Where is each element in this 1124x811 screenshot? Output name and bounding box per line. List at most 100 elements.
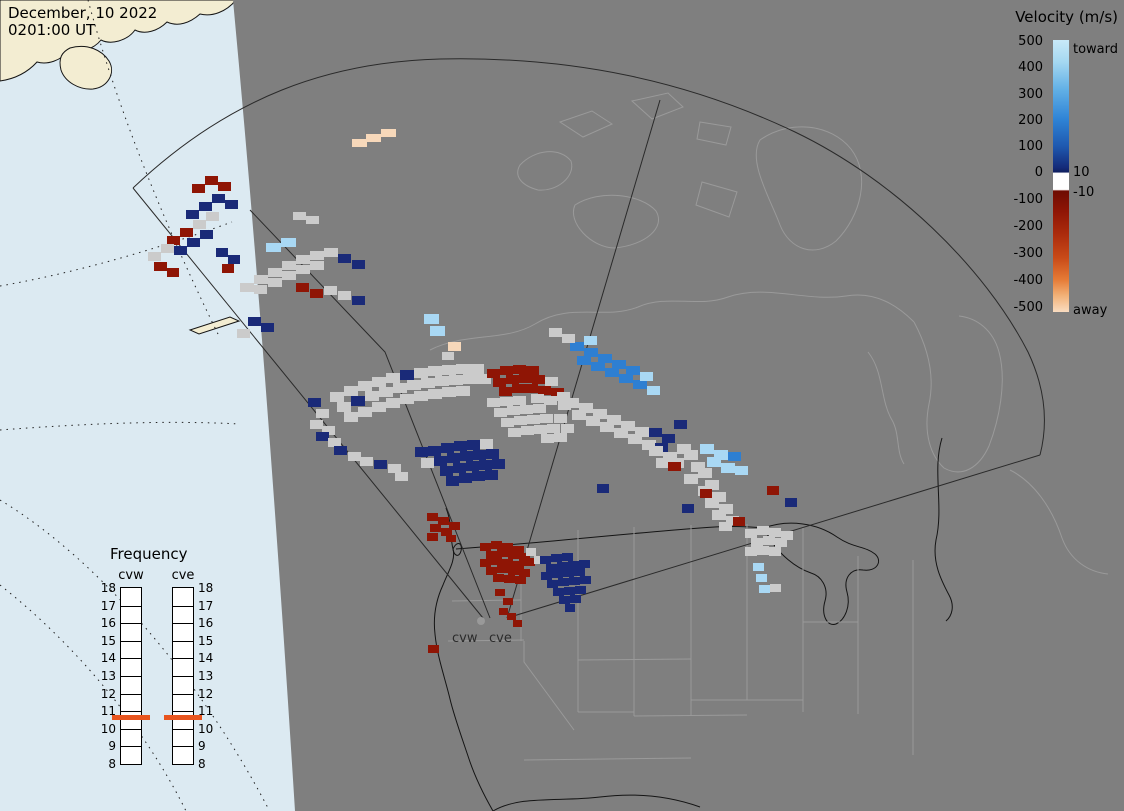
velocity-tick-label: -500	[1013, 300, 1043, 315]
frequency-tick-label: 14	[100, 651, 116, 665]
night-region	[233, 0, 1124, 811]
hudson-bay-east	[943, 315, 1003, 473]
quebec-coast	[1009, 469, 1109, 575]
frequency-column-cve: cve 18 17 16 15 14 13 12 11 10 9 8	[164, 568, 213, 771]
frequency-tick-label: 18	[100, 581, 116, 595]
frequency-tick-label: 16	[100, 616, 116, 630]
banks-island	[517, 151, 573, 191]
frequency-tick-label: 9	[108, 739, 116, 753]
victoria-island	[572, 194, 659, 249]
arctic-island-2	[630, 92, 684, 120]
hudson-bay-west	[913, 321, 945, 469]
magnetic-graticule	[0, 0, 269, 811]
velocity-tick-label: -400	[1013, 273, 1043, 288]
frequency-tick-line	[121, 606, 141, 607]
frequency-tick-label: 9	[198, 739, 206, 753]
interior-rivers	[867, 351, 905, 465]
frequency-tick-line	[121, 729, 141, 730]
frequency-numbers: 18 17 16 15 14 13 12 11 10 9 8	[90, 581, 116, 771]
velocity-legend-title: Velocity (m/s)	[1015, 8, 1118, 26]
frequency-column-label: cve	[171, 568, 195, 583]
velocity-tick-label: -200	[1013, 219, 1043, 234]
velocity-tick-label: 400	[1018, 60, 1043, 75]
frequency-tick-line	[173, 658, 193, 659]
frequency-tick-label: 10	[100, 722, 116, 736]
lower-threshold-label: -10	[1073, 185, 1095, 200]
frequency-tick-label: 15	[100, 634, 116, 648]
frequency-tick-line	[173, 746, 193, 747]
velocity-tick-label: 500	[1018, 34, 1043, 49]
frequency-numbers: 18 17 16 15 14 13 12 11 10 9 8	[198, 581, 224, 771]
frequency-bar-cvw	[112, 587, 150, 765]
frequency-tick-line	[121, 623, 141, 624]
velocity-tick-label: -300	[1013, 246, 1043, 261]
frequency-tick-label: 14	[198, 651, 214, 665]
upper-threshold-label: 10	[1073, 165, 1090, 180]
frequency-tick-line	[173, 606, 193, 607]
frequency-tick-label: 17	[100, 599, 116, 613]
frequency-tick-label: 12	[100, 687, 116, 701]
frequency-tick-line	[121, 746, 141, 747]
map-outlines-light	[429, 92, 1109, 575]
frequency-tick-line	[121, 694, 141, 695]
frequency-tick-label: 13	[100, 669, 116, 683]
velocity-tick-label: 200	[1018, 113, 1043, 128]
velocity-tick-label: 300	[1018, 87, 1043, 102]
timestamp-block: December, 10 2022 0201:00 UT	[8, 5, 157, 39]
frequency-tick-label: 18	[198, 581, 214, 595]
frequency-tick-line	[121, 711, 141, 712]
away-label: away	[1073, 303, 1108, 318]
frequency-tick-line	[121, 641, 141, 642]
frequency-legend: Frequency cvw 18 17 16 15 14 13 12 11 10 9 8 cve 1…	[90, 545, 230, 785]
land-island	[188, 316, 241, 335]
frequency-tick-label: 15	[198, 634, 214, 648]
frequency-tick-label: 13	[198, 669, 214, 683]
land-alaska	[0, 0, 237, 82]
radar-label-cve: cve	[489, 631, 512, 646]
frequency-bar-cve	[164, 587, 202, 765]
frequency-marker	[164, 715, 202, 720]
frequency-tick-label: 10	[198, 722, 214, 736]
frequency-column-label: cvw	[118, 568, 144, 583]
daylight-landmass	[0, 0, 241, 335]
fov-outer-arc	[132, 58, 1045, 456]
frequency-tick-line	[121, 676, 141, 677]
frequency-tick-line	[173, 623, 193, 624]
velocity-tick-label: 100	[1018, 139, 1043, 154]
frequency-marker	[112, 715, 150, 720]
frequency-tick-line	[173, 641, 193, 642]
velocity-colorbar	[1053, 40, 1069, 312]
frequency-tick-label: 8	[198, 757, 206, 771]
frequency-tick-label: 11	[198, 704, 214, 718]
frequency-tick-line	[173, 729, 193, 730]
puget-sound	[452, 543, 462, 556]
frequency-tick-line	[173, 676, 193, 677]
arctic-island-3	[696, 121, 732, 146]
arctic-mainland-coast	[429, 291, 915, 351]
great-lakes	[763, 522, 879, 625]
frequency-tick-label: 11	[100, 704, 116, 718]
frequency-tick-label: 17	[198, 599, 214, 613]
us-canada-border	[455, 526, 765, 550]
radar-site-dot	[477, 617, 485, 625]
velocity-tick-labels: 500 400 300 200 100 0 -100 -200 -300 -400 -500	[1000, 35, 1047, 315]
frequency-tick-line	[173, 711, 193, 712]
james-bay-coast	[934, 437, 953, 622]
date-label: December, 10 2022	[8, 4, 158, 22]
frequency-tick-label: 12	[198, 687, 214, 701]
velocity-tick-label: 0	[1034, 165, 1043, 180]
map-outlines-dark	[433, 437, 953, 811]
frequency-tick-label: 8	[108, 757, 116, 771]
frequency-tick-label: 16	[198, 616, 214, 630]
toward-label: toward	[1073, 42, 1119, 57]
velocity-tick-label: -100	[1013, 192, 1043, 207]
radar-label-cvw: cvw	[452, 631, 478, 646]
arctic-island-1	[558, 110, 614, 138]
frequency-legend-title: Frequency	[110, 545, 188, 563]
frequency-column-cvw: cvw 18 17 16 15 14 13 12 11 10 9 8	[101, 568, 150, 771]
time-label: 0201:00 UT	[8, 21, 96, 39]
south-coastline	[492, 794, 701, 811]
somerset-island	[695, 181, 738, 218]
frequency-tick-line	[121, 658, 141, 659]
